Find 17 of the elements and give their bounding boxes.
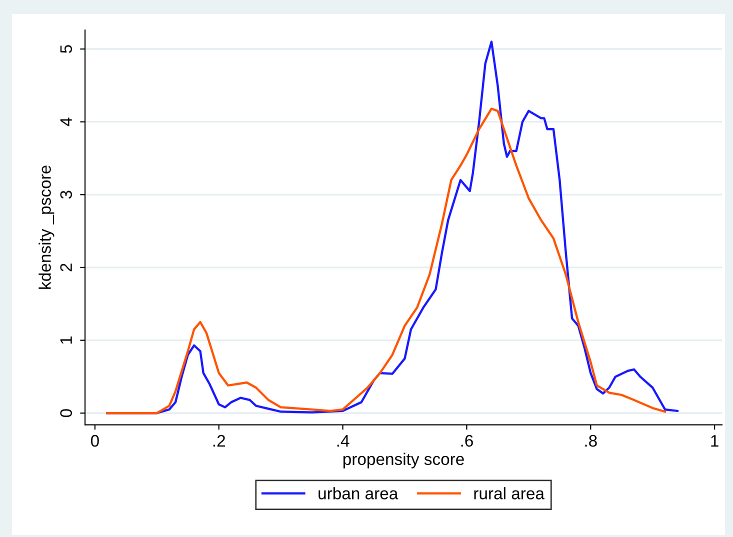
x-tick-label: 1	[711, 435, 718, 447]
y-tick-label: 4	[60, 118, 72, 126]
x-tick-label: .4	[337, 435, 350, 447]
y-tick-label: 1	[60, 336, 72, 344]
x-tick-label: .6	[461, 434, 473, 447]
y-tick-label: 5	[60, 45, 72, 53]
y-tick-label: 3	[60, 190, 72, 199]
legend-label: rural area	[474, 487, 544, 500]
y-axis-title: kdensity _pscore	[38, 166, 54, 289]
legend-label: urban area	[318, 487, 398, 500]
x-tick-label: .2	[213, 434, 225, 447]
line-series	[106, 108, 666, 414]
y-tick-label: 2	[60, 264, 72, 272]
x-tick-label: .8	[585, 434, 597, 447]
y-tick-label: 0	[60, 409, 72, 418]
x-tick-label: 0	[90, 434, 99, 447]
x-axis-title: propensity score	[343, 452, 464, 468]
